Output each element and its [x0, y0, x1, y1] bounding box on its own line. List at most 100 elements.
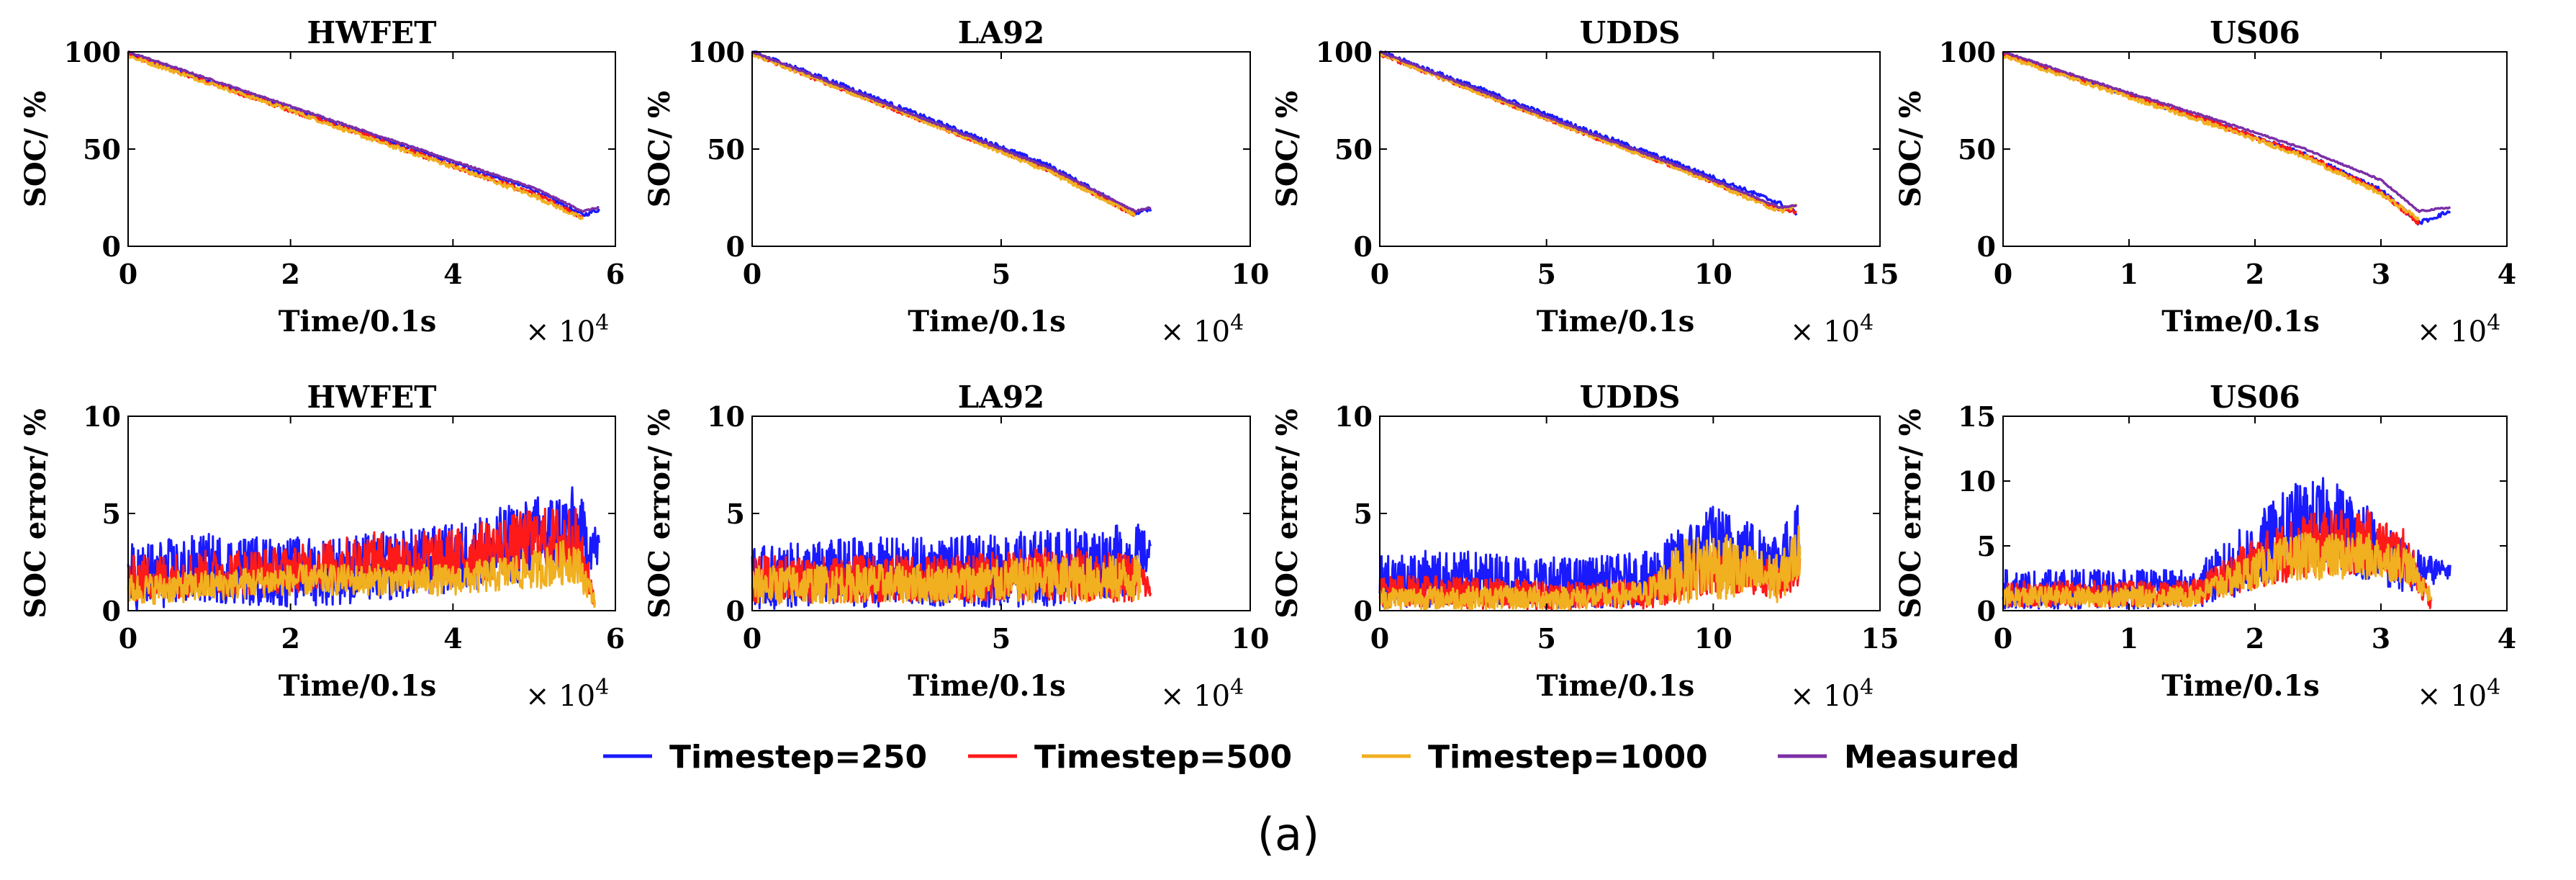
- y-tick-label: 5: [1977, 530, 1996, 562]
- x-axis-exponent: × 104: [525, 675, 609, 713]
- series-timestep-1000: [2002, 54, 2421, 221]
- series-measured: [1379, 50, 1798, 210]
- y-tick-label: 0: [102, 595, 121, 627]
- series-timestep-1000: [127, 539, 597, 609]
- x-tick-label: 10: [1694, 622, 1732, 655]
- series-measured: [2002, 50, 2451, 213]
- x-tick-label: 4: [443, 258, 462, 290]
- x-axis-label: Time/0.1s: [279, 305, 436, 338]
- x-axis-exponent: × 104: [1160, 675, 1244, 713]
- series-timestep-1000: [1378, 525, 1802, 611]
- y-tick-label: 5: [102, 498, 121, 530]
- y-tick-label: 100: [1316, 36, 1373, 68]
- x-tick-label: 0: [1370, 622, 1389, 655]
- y-tick-label: 0: [726, 595, 745, 627]
- legend-item-2: Timestep=500: [968, 739, 1292, 776]
- x-tick-label: 5: [1537, 622, 1555, 655]
- x-tick-label: 0: [119, 258, 137, 290]
- series-measured: [751, 50, 1152, 213]
- y-tick-label: 10: [1334, 400, 1373, 433]
- y-axis-label: SOC/ %: [643, 91, 677, 207]
- chart-title: UDDS: [1580, 15, 1681, 50]
- x-axis-exponent: × 104: [1790, 310, 1874, 349]
- x-axis-exponent: × 104: [2417, 675, 2500, 713]
- x-axis-exponent: × 104: [1160, 310, 1244, 349]
- legend-label: Measured: [1844, 739, 2020, 776]
- x-tick-label: 4: [2498, 622, 2516, 655]
- y-tick-label: 100: [64, 36, 121, 68]
- y-tick-label: 0: [726, 230, 745, 263]
- x-tick-label: 4: [2498, 258, 2516, 290]
- y-tick-label: 50: [83, 133, 121, 166]
- x-axis-label: Time/0.1s: [279, 669, 436, 703]
- x-tick-label: 1: [2120, 258, 2138, 290]
- y-axis-label: SOC error/ %: [1894, 408, 1928, 618]
- x-tick-label: 0: [1994, 622, 2012, 655]
- chart-title: HWFET: [307, 380, 437, 415]
- y-axis-label: SOC/ %: [19, 91, 53, 207]
- x-tick-label: 5: [1537, 258, 1555, 290]
- x-tick-label: 2: [281, 258, 299, 290]
- x-tick-label: 3: [2372, 622, 2390, 655]
- series-timestep-1000: [751, 53, 1136, 217]
- y-tick-label: 15: [1958, 400, 1996, 433]
- series-timestep-1000: [2002, 531, 2433, 609]
- y-tick-label: 50: [707, 133, 745, 166]
- legend-item-4: Measured: [1778, 739, 2020, 776]
- x-axis-exponent: × 104: [525, 310, 609, 349]
- x-tick-label: 0: [1994, 258, 2012, 290]
- y-tick-label: 0: [1354, 595, 1373, 627]
- x-axis-label: Time/0.1s: [2161, 305, 2319, 338]
- x-tick-label: 2: [2246, 258, 2264, 290]
- chart-panel-5: 0 5 10 0 2 4 6 HWFET Time/0.1s × 104 SOC error/ %: [19, 380, 625, 713]
- y-axis-label: SOC/ %: [1270, 91, 1304, 207]
- x-tick-label: 6: [606, 258, 625, 290]
- y-tick-label: 0: [102, 230, 121, 263]
- y-tick-label: 0: [1977, 230, 1996, 263]
- y-axis-label: SOC/ %: [1894, 91, 1928, 207]
- x-axis-exponent: × 104: [2417, 310, 2500, 349]
- x-tick-label: 15: [1861, 622, 1899, 655]
- legend-item-1: Timestep=250: [603, 739, 927, 776]
- y-tick-label: 0: [1977, 595, 1996, 627]
- y-tick-label: 100: [688, 36, 745, 68]
- x-tick-label: 3: [2372, 258, 2390, 290]
- x-axis-label: Time/0.1s: [908, 305, 1065, 338]
- x-tick-label: 10: [1694, 258, 1732, 290]
- y-tick-label: 5: [1354, 498, 1373, 530]
- x-tick-label: 5: [992, 622, 1011, 655]
- legend-label: Timestep=1000: [1428, 739, 1708, 776]
- legend-item-3: Timestep=1000: [1362, 739, 1708, 776]
- chart-title: US06: [2210, 380, 2300, 415]
- x-tick-label: 2: [2246, 622, 2264, 655]
- x-axis-label: Time/0.1s: [1537, 669, 1694, 703]
- y-axis-label: SOC error/ %: [19, 408, 53, 618]
- x-axis-label: Time/0.1s: [908, 669, 1065, 703]
- y-tick-label: 100: [1939, 36, 1996, 68]
- y-tick-label: 50: [1958, 133, 1996, 166]
- y-axis-label: SOC error/ %: [643, 408, 677, 618]
- chart-title: LA92: [958, 15, 1045, 50]
- x-axis-label: Time/0.1s: [1537, 305, 1694, 338]
- chart-title: US06: [2210, 15, 2300, 50]
- y-tick-label: 50: [1334, 133, 1373, 166]
- y-tick-label: 0: [1354, 230, 1373, 263]
- series-timestep-500: [2002, 51, 2421, 225]
- legend-label: Timestep=250: [669, 739, 927, 776]
- x-tick-label: 0: [1370, 258, 1389, 290]
- figure-caption: (a): [1257, 808, 1319, 861]
- y-tick-label: 10: [707, 400, 745, 433]
- x-tick-label: 0: [743, 258, 761, 290]
- x-tick-label: 15: [1861, 258, 1899, 290]
- x-tick-label: 0: [119, 622, 137, 655]
- chart-title: HWFET: [307, 15, 437, 50]
- y-axis-label: SOC error/ %: [1270, 408, 1304, 618]
- chart-panel-3: 0 50 100 0 5 10 15 UDDS Time/0.1s × 104 SOC/ %: [1270, 15, 1899, 349]
- series-measured: [128, 50, 600, 213]
- series-timestep-1000: [127, 55, 584, 220]
- y-tick-label: 10: [1958, 465, 1996, 498]
- y-tick-label: 10: [83, 400, 121, 433]
- legend-label: Timestep=500: [1034, 739, 1292, 776]
- x-tick-label: 5: [992, 258, 1011, 290]
